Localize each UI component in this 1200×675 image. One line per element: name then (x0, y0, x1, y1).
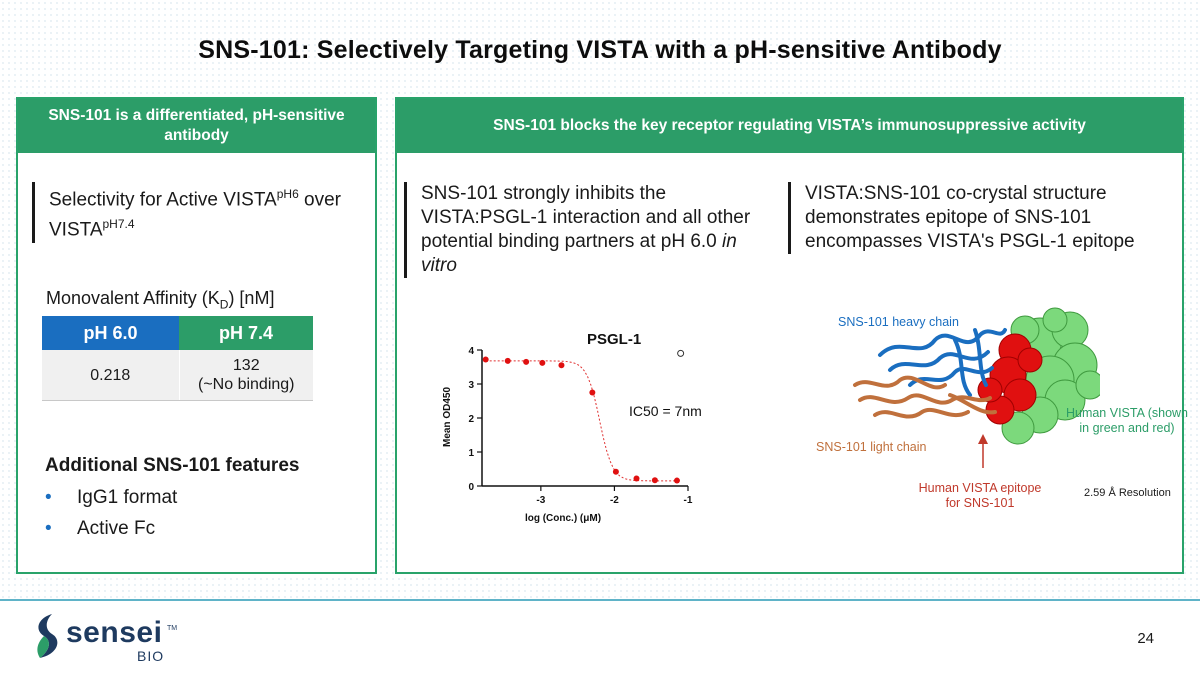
data-point (558, 362, 565, 369)
heavy-chain-ribbon (878, 328, 1007, 397)
footer (0, 601, 1200, 675)
header-ph74: pH 7.4 (179, 316, 313, 350)
value-ph6: 0.218 (42, 350, 180, 401)
co-crystal-structure (853, 307, 1100, 468)
value-ph74: 132 (~No binding) (179, 350, 313, 401)
psgl1-chart: PSGL-1 0 1 2 3 4 -3 -2 -1 IC50 = 7nm log (Conc.… (442, 331, 702, 524)
x-tick-label: -1 (684, 495, 693, 506)
selectivity-text: Selectivity for Active VISTApH6 over VIS… (32, 182, 369, 243)
data-point (523, 358, 530, 365)
page-number: 24 (1137, 630, 1154, 647)
data-point (673, 477, 680, 484)
heavy-chain-label: SNS-101 heavy chain (838, 315, 959, 329)
affinity-label: Monovalent Affinity (KD) [nM] (46, 288, 275, 312)
logo-wordmark: sensei (66, 616, 163, 649)
feature-item: • IgG1 format (45, 487, 178, 508)
human-vista-label: Human VISTA (shown in green and red) (1065, 406, 1189, 435)
x-axis-label: log (Conc.) (μM) (525, 513, 601, 524)
y-tick-label: 0 (468, 482, 474, 493)
light-chain-ribbon (853, 375, 997, 419)
co-crystal-text: VISTA:SNS-101 co-crystal structure demon… (788, 182, 1185, 254)
y-tick-label: 1 (468, 448, 474, 459)
right-panel-header: SNS-101 blocks the key receptor regulati… (397, 99, 1182, 153)
left-panel-header: SNS-101 is a differentiated, pH-sensitiv… (18, 99, 375, 153)
feature-item: • Active Fc (45, 518, 156, 539)
y-tick-label: 3 (468, 380, 474, 391)
data-point (482, 356, 489, 363)
light-chain-label: SNS-101 light chain (816, 440, 927, 454)
affinity-table: pH 6.0 pH 7.4 0.218 132 (~No binding) (42, 316, 313, 401)
data-point (633, 475, 640, 482)
vista-surface (1001, 307, 1100, 445)
x-tick-label: -2 (610, 495, 619, 506)
data-point (651, 477, 658, 484)
outlier-point (677, 349, 685, 357)
inhibits-text: SNS-101 strongly inhibits the VISTA:PSGL… (404, 182, 771, 278)
x-tick-label: -3 (536, 495, 545, 506)
data-point (612, 468, 619, 475)
resolution-label: 2.59 Å Resolution (1084, 487, 1171, 499)
y-tick-label: 2 (468, 414, 474, 425)
data-point (504, 357, 511, 364)
page-title: SNS-101: Selectively Targeting VISTA wit… (198, 36, 1002, 64)
sensei-logo-icon (37, 614, 58, 658)
epitope-arrow (978, 434, 988, 468)
header-ph6: pH 6.0 (42, 316, 179, 350)
footer-divider (0, 599, 1200, 601)
logo-bio: BIO (137, 648, 165, 664)
logo-tm: TM (167, 625, 178, 632)
ic50-annotation: IC50 = 7nm (629, 403, 702, 419)
epitope-label: Human VISTA epitope for SNS-101 (918, 481, 1042, 510)
data-point (539, 359, 546, 366)
data-point (589, 389, 596, 396)
features-title: Additional SNS-101 features (45, 455, 300, 476)
chart-title: PSGL-1 (587, 331, 641, 348)
fit-curve (485, 360, 677, 482)
y-axis-label: Mean OD450 (442, 387, 453, 447)
y-tick-label: 4 (468, 346, 474, 357)
